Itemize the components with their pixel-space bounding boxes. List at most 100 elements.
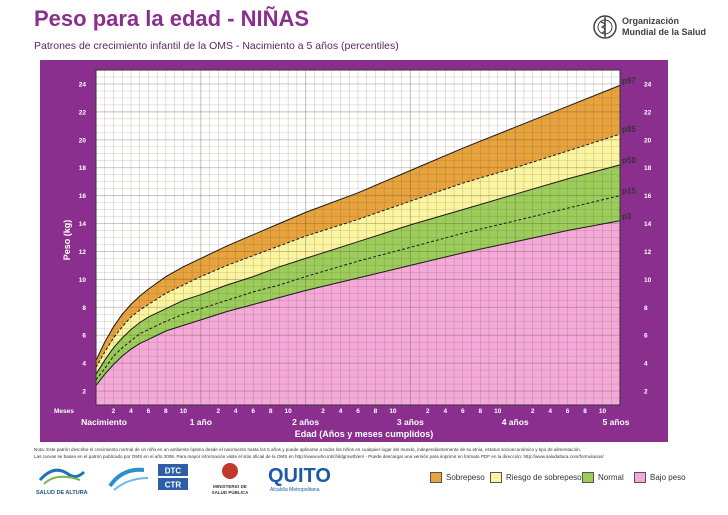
legend-swatch — [582, 472, 594, 483]
ministerio-text-1: MINISTERIO DE — [213, 484, 247, 489]
y-tick-label-right: 22 — [644, 109, 652, 116]
y-tick-label-left: 14 — [79, 221, 87, 228]
dtc-text-2: CTR — [165, 481, 182, 490]
plot-area — [95, 69, 621, 406]
ministerio-text-2: SALUD PÚBLICA — [212, 489, 249, 495]
y-tick-label-left: 6 — [82, 333, 86, 340]
y-tick-label-left: 22 — [79, 109, 87, 116]
month-tick-label: 4 — [234, 408, 238, 415]
zone-bajo-peso — [96, 220, 620, 405]
y-tick-label-left: 10 — [79, 277, 87, 284]
month-tick-label: 2 — [531, 408, 535, 415]
y-tick-label-left: 18 — [79, 165, 87, 172]
footnote-line-1: Nota: Este patrón describe el crecimient… — [34, 447, 581, 452]
y-tick-label-left: 12 — [79, 249, 87, 256]
page-title: Peso para la edad - NIÑAS — [34, 6, 310, 31]
month-tick-label: 4 — [548, 408, 552, 415]
legend-swatch — [634, 472, 646, 483]
month-tick-label: 8 — [583, 408, 587, 415]
plot-border — [95, 69, 621, 406]
legend-label: Riesgo de sobrepeso — [506, 473, 582, 482]
who-name-line1: Organización — [622, 16, 680, 26]
month-tick-label: 4 — [129, 408, 133, 415]
curve-p3 — [95, 220, 621, 386]
y-tick-label-right: 24 — [644, 81, 652, 88]
y-tick-label-right: 14 — [644, 221, 652, 228]
year-label: Nacimiento — [81, 417, 127, 427]
month-tick-label: 6 — [251, 408, 255, 415]
month-tick-label: 10 — [494, 408, 502, 415]
percentile-label-p85: p85 — [622, 125, 636, 134]
month-tick-label: 4 — [339, 408, 343, 415]
y-tick-label-left: 8 — [82, 305, 86, 312]
legend-label: Normal — [598, 473, 624, 482]
year-label: 5 años — [603, 417, 630, 427]
footnote: Nota: Este patrón describe el crecimient… — [34, 446, 694, 460]
month-tick-label: 10 — [389, 408, 397, 415]
month-tick-label: 8 — [164, 408, 168, 415]
month-tick-label: 2 — [426, 408, 430, 415]
month-tick-label: 2 — [321, 408, 325, 415]
dtc-text-1: DTC — [165, 467, 182, 476]
legend-swatch — [430, 472, 442, 483]
y-tick-label-left: 16 — [79, 193, 87, 200]
y-tick-label-left: 4 — [82, 361, 86, 368]
year-label: 3 años — [397, 417, 424, 427]
y-tick-label-right: 6 — [644, 333, 648, 340]
legend-item-normal: Normal — [582, 472, 624, 483]
months-label: Meses — [54, 408, 74, 415]
year-label: 4 años — [502, 417, 529, 427]
month-tick-label: 2 — [216, 408, 220, 415]
ministerio-salud-logo: MINISTERIO DE SALUD PÚBLICA — [212, 463, 249, 495]
curve-p50 — [95, 164, 621, 375]
month-tick-label: 4 — [444, 408, 448, 415]
y-tick-label-left: 2 — [82, 389, 86, 396]
x-axis-label: Edad (Años y meses cumplidos) — [295, 429, 434, 439]
quito-text: QUITO — [268, 465, 331, 487]
quito-subtext: Alcaldía Metropolitana — [270, 487, 320, 493]
salud-de-altura-logo: SALUD DE ALTURA — [36, 468, 88, 496]
page-subtitle: Patrones de crecimiento infantil de la O… — [34, 40, 399, 52]
month-tick-label: 10 — [599, 408, 607, 415]
month-tick-label: 6 — [566, 408, 570, 415]
y-tick-label-right: 12 — [644, 249, 652, 256]
grid — [95, 69, 621, 406]
y-tick-label-right: 20 — [644, 137, 652, 144]
month-tick-label: 10 — [180, 408, 188, 415]
legend-label: Sobrepeso — [446, 473, 485, 482]
percentile-label-p3: p3 — [622, 212, 632, 221]
month-tick-label: 2 — [112, 408, 116, 415]
percentile-label-p15: p15 — [622, 187, 636, 196]
percentile-label-p97: p97 — [622, 76, 636, 85]
legend-label: Bajo peso — [650, 473, 686, 482]
salud-de-altura-text: SALUD DE ALTURA — [36, 490, 88, 496]
month-tick-label: 8 — [374, 408, 378, 415]
legend-item-sobrepeso: Sobrepeso — [430, 472, 485, 483]
y-tick-label-left: 20 — [79, 137, 87, 144]
month-tick-label: 6 — [356, 408, 360, 415]
year-label: 1 año — [190, 417, 212, 427]
zone-above-p97 — [96, 70, 620, 361]
footnote-line-2: Las curvas se basan en el patrón publica… — [34, 454, 604, 459]
percentile-label-p50: p50 — [622, 156, 636, 165]
month-tick-label: 10 — [285, 408, 293, 415]
zone-normal-lower — [96, 195, 620, 386]
legend-item-bajo-peso: Bajo peso — [634, 472, 686, 483]
legend-swatch — [490, 472, 502, 483]
partner-logos: SALUD DE ALTURA DTC CTR MINISTERIO DE SA… — [34, 460, 404, 500]
quito-logo: QUITO Alcaldía Metropolitana — [268, 465, 331, 493]
y-tick-label-right: 16 — [644, 193, 652, 200]
who-logo: Organización Mundial de la Salud — [592, 14, 706, 40]
month-tick-label: 6 — [147, 408, 151, 415]
y-axis-label: Peso (kg) — [62, 220, 72, 261]
month-tick-label: 8 — [269, 408, 273, 415]
legend-item-riesgo: Riesgo de sobrepeso — [490, 472, 582, 483]
curve-p97 — [95, 84, 621, 361]
zone-sobrepeso — [96, 85, 620, 368]
dtc-logo: DTC CTR — [158, 464, 188, 490]
who-name-line2: Mundial de la Salud — [622, 27, 707, 37]
month-tick-label: 8 — [478, 408, 482, 415]
wave-logo — [108, 467, 149, 491]
month-tick-label: 6 — [461, 408, 465, 415]
